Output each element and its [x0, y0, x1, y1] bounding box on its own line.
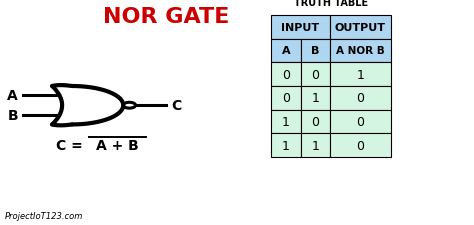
Text: C =: C =: [56, 138, 88, 152]
Text: 1: 1: [311, 139, 319, 152]
Text: TRUTH TABLE: TRUTH TABLE: [294, 0, 368, 8]
Bar: [271, 134, 301, 158]
Text: 0: 0: [356, 116, 364, 128]
Bar: [301, 63, 330, 87]
Text: 1: 1: [356, 68, 364, 81]
Text: A + B: A + B: [96, 138, 138, 152]
Text: 0: 0: [311, 116, 319, 128]
Text: A: A: [7, 89, 18, 103]
Bar: [271, 110, 301, 134]
Text: A: A: [282, 46, 290, 56]
Bar: [330, 134, 391, 158]
Text: 0: 0: [356, 139, 364, 152]
Text: 0: 0: [282, 92, 290, 105]
Text: 0: 0: [356, 92, 364, 105]
Text: OUTPUT: OUTPUT: [335, 22, 386, 33]
Bar: [330, 110, 391, 134]
Bar: [301, 87, 330, 110]
Bar: [271, 87, 301, 110]
Text: 1: 1: [282, 116, 290, 128]
Text: NOR GATE: NOR GATE: [103, 7, 229, 27]
Text: B: B: [311, 46, 319, 56]
Text: ProjectIoT123.com: ProjectIoT123.com: [5, 212, 83, 220]
Text: 1: 1: [311, 92, 319, 105]
Bar: [330, 87, 391, 110]
Bar: [330, 63, 391, 87]
Text: INPUT: INPUT: [282, 22, 319, 33]
Bar: [301, 39, 330, 63]
Bar: [271, 63, 301, 87]
Text: A NOR B: A NOR B: [336, 46, 384, 56]
Bar: [301, 134, 330, 158]
Text: 0: 0: [282, 68, 290, 81]
Bar: [271, 16, 330, 39]
Bar: [301, 110, 330, 134]
Bar: [271, 39, 301, 63]
Bar: [330, 16, 391, 39]
Text: B: B: [8, 109, 18, 123]
Text: 1: 1: [282, 139, 290, 152]
Bar: [330, 39, 391, 63]
Text: C: C: [171, 99, 182, 113]
Text: 0: 0: [311, 68, 319, 81]
